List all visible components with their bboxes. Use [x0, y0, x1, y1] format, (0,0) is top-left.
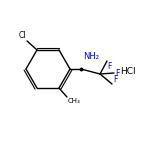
Text: F: F [107, 62, 111, 71]
Text: F: F [115, 69, 119, 78]
Text: F: F [113, 74, 117, 83]
Text: Cl: Cl [19, 31, 26, 40]
Text: CH₃: CH₃ [68, 98, 81, 104]
Text: NH₂: NH₂ [83, 52, 99, 61]
Text: HCl: HCl [120, 67, 136, 76]
